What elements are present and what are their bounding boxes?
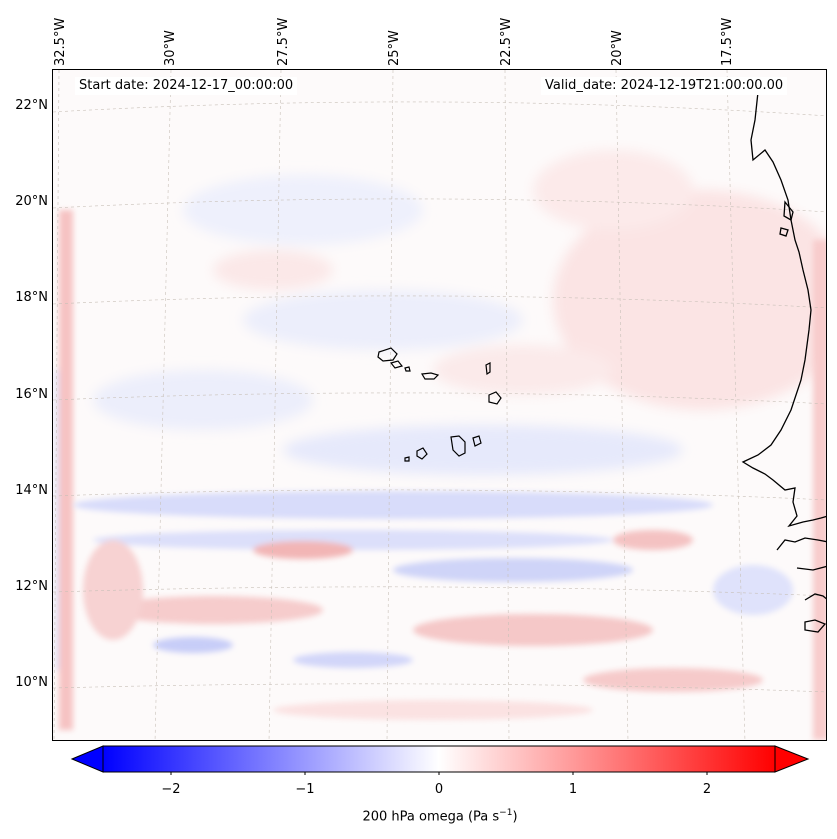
lat-label: 18°N (15, 290, 48, 305)
colorbar-label-exponent: −1 (499, 808, 513, 818)
field-edge-strips (55, 210, 826, 740)
colorbar-tick-label: 0 (434, 782, 444, 797)
lat-label: 22°N (15, 98, 48, 113)
colorbar-ticks (170, 772, 708, 775)
start-date-label: Start date: 2024-12-17_00:00:00 (75, 77, 298, 95)
graticule (53, 70, 826, 740)
valid-date-label: Valid_date: 2024-12-19T21:00:00.00 (541, 77, 788, 95)
lon-label: 30°W (163, 30, 178, 66)
colorbar-tick-label: −2 (161, 782, 181, 797)
colorbar-tick-label: 1 (568, 782, 578, 797)
field-broad-pattern (93, 150, 826, 475)
omega-field-map (53, 70, 826, 740)
lat-label: 16°N (15, 387, 48, 402)
lon-label: 22.5°W (499, 17, 514, 66)
cape-verde-islands (377, 347, 502, 462)
colorbar (70, 745, 810, 775)
map-panel[interactable] (52, 69, 827, 741)
lon-label: 17.5°W (720, 17, 735, 66)
colorbar-tick-label: 2 (702, 782, 712, 797)
colorbar-label-text: 200 hPa omega (Pa s (362, 809, 500, 825)
colorbar-label-close: ) (512, 809, 518, 825)
lat-label: 14°N (15, 483, 48, 498)
colorbar-extend-max (774, 745, 810, 773)
field-south-bands (73, 491, 793, 720)
coastline (741, 91, 826, 633)
lat-label: 12°N (15, 579, 48, 594)
lon-label: 27.5°W (276, 17, 291, 66)
lon-label: 20°W (610, 30, 625, 66)
lon-label: 32.5°W (53, 17, 68, 66)
lat-label: 10°N (15, 675, 48, 690)
colorbar-tick-label: −1 (295, 782, 315, 797)
colorbar-gradient (102, 745, 776, 773)
lat-label: 20°N (15, 194, 48, 209)
lon-label: 25°W (387, 30, 402, 66)
colorbar-extend-min (70, 745, 104, 773)
colorbar-label: 200 hPa omega (Pa s−1) (0, 808, 837, 824)
